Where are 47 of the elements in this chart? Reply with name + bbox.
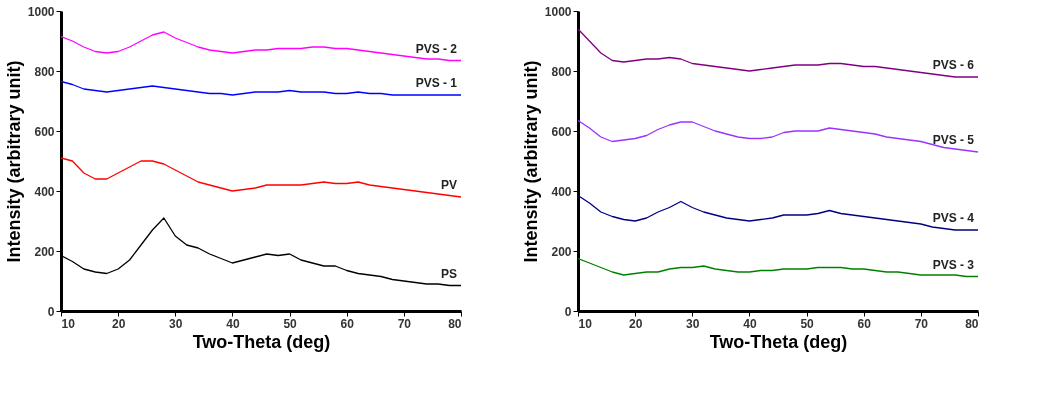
- y-tick-label: 800: [34, 64, 55, 79]
- y-tick-label: 1000: [544, 4, 572, 19]
- y-tick-label: 1000: [27, 4, 55, 19]
- x-tick-label: 40: [226, 316, 240, 331]
- line-series: [578, 257, 978, 278]
- y-axis-title: Intensity (arbitrary unit): [520, 60, 541, 263]
- y-tick-label: 200: [34, 244, 55, 259]
- x-tick-label: 80: [965, 316, 979, 331]
- series-label: PVS - 3: [932, 257, 975, 272]
- x-tick-label: 30: [686, 316, 700, 331]
- y-tick-label: 800: [551, 64, 572, 79]
- y-tick-label: 0: [564, 304, 572, 319]
- line-series: [61, 80, 461, 96]
- y-tick-label: 600: [551, 124, 572, 139]
- x-tick-label: 40: [743, 316, 757, 331]
- x-tick-label: 20: [111, 316, 126, 331]
- x-axis-title: Two-Theta (deg): [709, 331, 848, 352]
- series-label: PVS - 5: [932, 133, 975, 147]
- y-tick-label: 400: [551, 184, 572, 199]
- line-series: [61, 157, 461, 198]
- y-tick-label: 600: [34, 124, 55, 139]
- x-tick-label: 70: [914, 316, 929, 331]
- x-tick-label: 30: [169, 316, 183, 331]
- line-series: [61, 31, 461, 62]
- x-tick-label: 50: [800, 316, 815, 331]
- y-tick-label: 0: [47, 304, 55, 319]
- x-tick-label: 60: [340, 316, 355, 331]
- x-tick-label: 20: [628, 316, 643, 331]
- series-label: PVS - 4: [932, 211, 975, 225]
- series-label: PVS - 1: [415, 76, 458, 90]
- line-series: [578, 194, 978, 231]
- series-label: PV: [440, 178, 457, 192]
- x-tick-label: 10: [61, 316, 76, 331]
- line-series: [578, 119, 978, 153]
- x-tick-label: 70: [397, 316, 412, 331]
- x-axis-title: Two-Theta (deg): [192, 331, 331, 352]
- y-tick-label: 400: [34, 184, 55, 199]
- x-tick-label: 50: [283, 316, 298, 331]
- x-tick-label: 10: [578, 316, 593, 331]
- series-label: PS: [440, 266, 457, 281]
- x-tick-label: 60: [857, 316, 872, 331]
- series-label: PVS - 2: [415, 41, 458, 56]
- series-label: PVS - 6: [932, 58, 975, 72]
- y-axis-title: Intensity (arbitrary unit): [3, 60, 24, 263]
- x-tick-label: 80: [448, 316, 462, 331]
- line-series: [578, 28, 978, 78]
- y-tick-label: 200: [551, 244, 572, 259]
